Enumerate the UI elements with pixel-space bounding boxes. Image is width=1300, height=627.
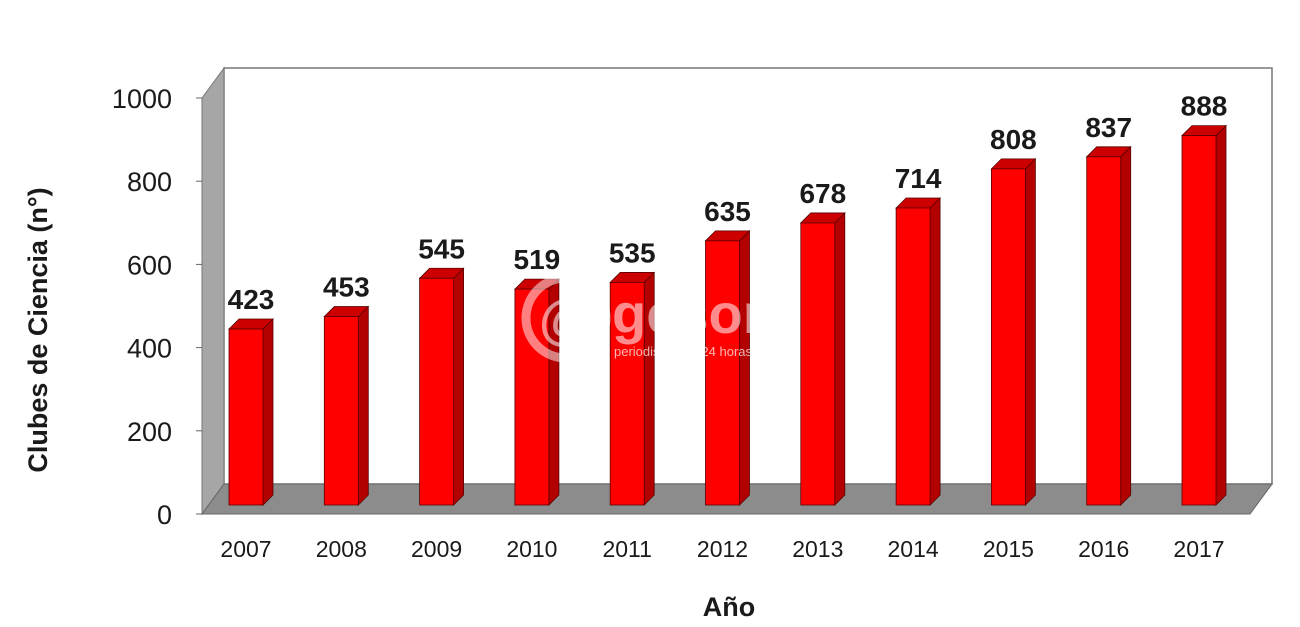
x-tick-label: 2011 (602, 536, 651, 562)
data-label: 423 (228, 284, 275, 315)
bar (323, 305, 370, 506)
bar-front-face (895, 207, 931, 506)
x-tick-label: 2008 (316, 536, 367, 562)
data-label: 714 (895, 163, 942, 194)
bar-side-face (1120, 145, 1132, 506)
data-label: 678 (799, 178, 846, 209)
data-label: 535 (609, 237, 656, 268)
watermark-brand: gesor (612, 282, 765, 345)
y-tick-label: 0 (157, 500, 172, 530)
y-tick-label: 400 (127, 334, 172, 364)
bar-front-face (991, 168, 1026, 506)
x-tick-label: 2007 (220, 536, 271, 562)
bar-side-face (262, 318, 274, 506)
x-axis-labels: 2007 2008 2009 2010 2011 2012 2013 2014 2015 2016… (220, 536, 1224, 562)
bar-side-face (739, 229, 750, 506)
y-axis-ticks: 0 200 400 600 800 1000 (112, 84, 202, 530)
bar (228, 318, 274, 506)
x-tick-label: 2017 (1173, 536, 1224, 562)
bar (799, 211, 846, 506)
data-label: 519 (514, 244, 561, 275)
data-label: 545 (418, 233, 465, 264)
bar (1085, 145, 1132, 506)
bar-front-face (419, 277, 455, 506)
watermark-symbol: @ (539, 287, 594, 350)
bar-side-face (834, 211, 846, 506)
watermark-tagline: periodismo las 24 horas (614, 344, 753, 359)
y-tick-label: 1000 (112, 84, 172, 114)
x-tick-label: 2014 (888, 536, 939, 562)
bar (1181, 124, 1227, 506)
x-tick-label: 2015 (983, 536, 1034, 562)
data-label: 888 (1181, 91, 1228, 122)
watermark-ring (521, 273, 611, 363)
bar-front-face (1086, 156, 1122, 506)
bar (704, 229, 751, 506)
bar-side-face (1215, 124, 1227, 506)
y-tick-label: 800 (127, 167, 172, 197)
bar-front-face (514, 288, 550, 506)
bar-front-face (705, 240, 740, 506)
bar-front-face (800, 222, 836, 506)
bar-side-face (453, 267, 465, 506)
bar (418, 267, 465, 506)
data-label: 635 (704, 196, 751, 227)
watermark: @ gesor periodismo las 24 horas (521, 273, 765, 363)
data-label: 808 (990, 124, 1037, 155)
bar-front-face (323, 316, 359, 506)
side-wall (201, 66, 225, 516)
bar (990, 157, 1037, 506)
x-tick-label: 2009 (411, 536, 462, 562)
bar (609, 271, 656, 506)
data-label: 453 (323, 272, 370, 303)
bar-front-face (1181, 135, 1217, 506)
bars (228, 124, 1227, 506)
bar-front-face (609, 282, 645, 506)
bar-side-face (929, 197, 941, 506)
bar-side-face (357, 305, 369, 506)
y-tick-label: 600 (127, 250, 172, 280)
x-tick-label: 2016 (1078, 536, 1129, 562)
x-axis-title: Año (703, 592, 755, 622)
y-tick-label: 200 (127, 417, 172, 447)
bar (895, 197, 942, 506)
x-tick-label: 2013 (792, 536, 843, 562)
data-label: 837 (1085, 112, 1132, 143)
y-axis-title: Clubes de Ciencia (n°) (23, 187, 53, 472)
x-tick-label: 2012 (697, 536, 748, 562)
bar-side-face (1025, 157, 1036, 506)
x-tick-label: 2010 (506, 536, 557, 562)
value-labels: 423 453 545 519 535 635 678 714 808 837 888 (228, 91, 1228, 315)
bar-front-face (228, 328, 264, 506)
